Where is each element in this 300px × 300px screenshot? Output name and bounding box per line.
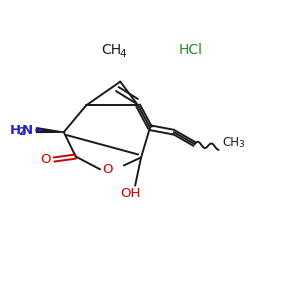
Text: OH: OH	[121, 187, 141, 200]
Text: O: O	[103, 163, 113, 176]
Text: CH: CH	[222, 136, 239, 149]
Polygon shape	[36, 128, 64, 133]
Text: O: O	[40, 153, 50, 166]
Text: HCl: HCl	[178, 44, 202, 57]
Text: H: H	[10, 124, 21, 136]
Text: 4: 4	[120, 49, 126, 59]
Text: CH: CH	[101, 44, 121, 57]
Text: N: N	[22, 124, 33, 136]
Text: 3: 3	[238, 140, 244, 149]
Text: 2: 2	[19, 128, 26, 137]
